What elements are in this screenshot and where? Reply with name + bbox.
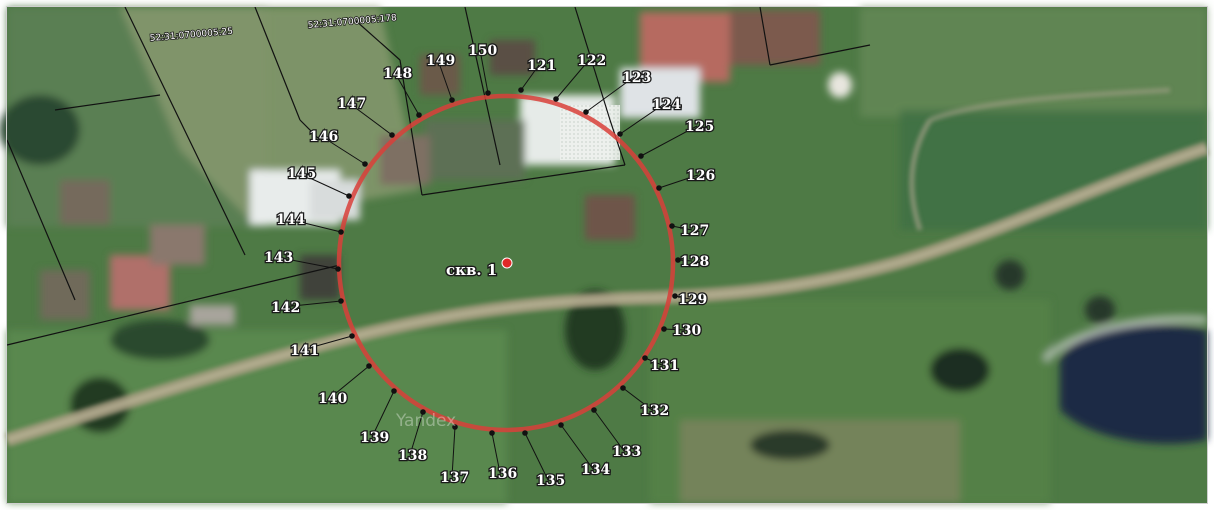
vertex-label-125: 125 [685, 119, 714, 135]
zone-vertex-121 [518, 87, 524, 93]
zone-vertex-141 [349, 333, 355, 339]
vertex-label-137: 137 [440, 470, 469, 486]
vertex-label-149: 149 [426, 53, 455, 69]
vertex-label-128: 128 [680, 254, 709, 270]
vertex-label-141: 141 [290, 343, 319, 359]
zone-vertex-122 [553, 96, 559, 102]
zone-vertex-136 [489, 430, 495, 436]
zone-vertex-142 [338, 298, 344, 304]
map-watermark: Yandex [395, 411, 456, 431]
vertex-label-129: 129 [678, 292, 707, 308]
vertex-label-130: 130 [672, 323, 701, 339]
zone-vertex-150 [485, 90, 491, 96]
zone-vertex-130 [661, 326, 667, 332]
vertex-label-147: 147 [337, 96, 366, 112]
vertex-label-145: 145 [287, 166, 316, 182]
zone-vertex-148 [416, 112, 422, 118]
well-icon [502, 258, 512, 268]
zone-vertex-139 [391, 388, 397, 394]
vertex-label-142: 142 [271, 300, 300, 316]
vertex-label-124: 124 [652, 97, 681, 113]
zone-vertex-123 [583, 109, 589, 115]
zone-vertex-133 [591, 407, 597, 413]
vertex-label-140: 140 [318, 391, 347, 407]
vertex-label-148: 148 [383, 66, 412, 82]
vertex-label-138: 138 [398, 448, 427, 464]
vertex-label-131: 131 [650, 358, 679, 374]
vertex-label-144: 144 [276, 212, 305, 228]
zone-vertex-149 [449, 97, 455, 103]
zone-vertex-127 [669, 223, 675, 229]
zone-vertex-146 [362, 161, 368, 167]
vertex-label-127: 127 [680, 223, 709, 239]
zone-vertex-143 [335, 266, 341, 272]
satellite-imagery [0, 7, 1207, 503]
vertex-label-126: 126 [686, 168, 715, 184]
vertex-label-146: 146 [309, 129, 338, 145]
zone-vertex-147 [389, 132, 395, 138]
well-label: скв. 1 [446, 261, 497, 279]
zone-vertex-134 [558, 422, 564, 428]
vertex-label-123: 123 [622, 70, 651, 86]
vertex-label-132: 132 [640, 403, 669, 419]
zone-vertex-131 [642, 355, 648, 361]
zone-vertex-126 [656, 185, 662, 191]
vertex-label-143: 143 [264, 250, 293, 266]
vertex-label-139: 139 [360, 430, 389, 446]
zone-vertex-132 [620, 385, 626, 391]
zone-vertex-129 [672, 293, 678, 299]
zone-vertex-145 [346, 193, 352, 199]
zone-vertex-124 [617, 131, 623, 137]
zone-vertex-125 [638, 153, 644, 159]
vertex-label-134: 134 [581, 462, 610, 478]
vertex-label-122: 122 [577, 53, 606, 69]
zone-vertex-144 [338, 229, 344, 235]
vertex-label-121: 121 [527, 58, 556, 74]
vertex-label-136: 136 [488, 466, 517, 482]
vertex-label-135: 135 [536, 473, 565, 489]
vertex-label-150: 150 [468, 43, 497, 59]
zone-vertex-135 [522, 430, 528, 436]
zone-vertex-140 [366, 363, 372, 369]
vertex-label-133: 133 [612, 444, 641, 460]
